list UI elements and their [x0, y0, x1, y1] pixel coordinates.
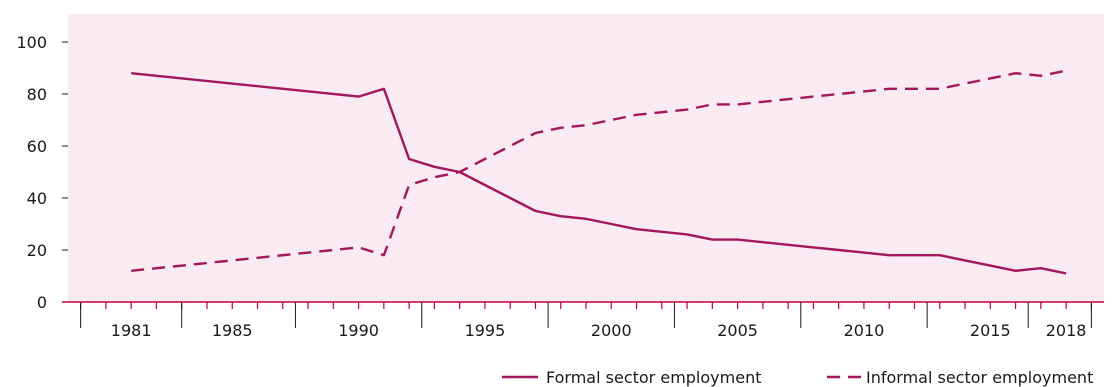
series-line-formal — [131, 72, 1067, 275]
x-tick-label: 1981 — [111, 321, 152, 340]
y-tick-label: 40 — [27, 189, 47, 208]
legend-label: Formal sector employment — [546, 368, 761, 387]
y-tick-label: 20 — [27, 241, 47, 260]
x-tick-label: 2005 — [717, 321, 758, 340]
legend: Formal sector employment Informal sector … — [502, 368, 1093, 387]
y-axis-ticks: 0 20 40 60 80 100 — [16, 33, 68, 312]
series-line-informal — [131, 69, 1067, 272]
y-tick-label: 60 — [27, 137, 47, 156]
x-axis: 1981 1985 1990 1995 2000 2005 2010 2015 2018 — [62, 301, 1104, 340]
x-tick-label: 2015 — [970, 321, 1011, 340]
y-tick-label: 80 — [27, 85, 47, 104]
plot-background — [68, 14, 1104, 302]
x-tick-label: 1985 — [212, 321, 253, 340]
series-lines — [131, 69, 1067, 275]
x-tick-label: 1990 — [338, 321, 379, 340]
x-tick-label: 2010 — [844, 321, 885, 340]
x-tick-label: 2000 — [591, 321, 632, 340]
x-tick-label: 2018 — [1046, 321, 1087, 340]
x-tick-label: 1995 — [465, 321, 506, 340]
legend-label: Informal sector employment — [866, 368, 1093, 387]
y-tick-label: 100 — [16, 33, 47, 52]
y-tick-label: 0 — [37, 293, 47, 312]
